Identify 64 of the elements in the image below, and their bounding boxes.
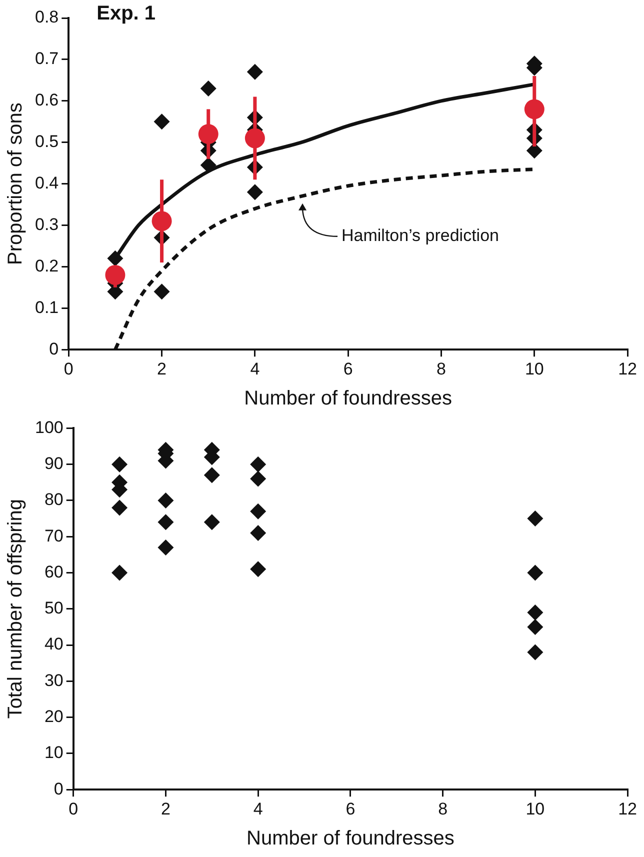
x-axis-title: Number of foundresses — [246, 828, 454, 850]
y-tick-label: 0.5 — [34, 132, 59, 152]
x-tick-label: 8 — [436, 359, 446, 378]
y-tick-label: 100 — [34, 418, 64, 437]
x-tick-label: 12 — [618, 799, 638, 818]
x-tick-label: 4 — [250, 359, 260, 378]
x-tick-label: 0 — [68, 799, 78, 818]
x-tick-label: 8 — [438, 799, 448, 818]
point — [158, 539, 174, 556]
annotation: Hamilton’s prediction — [342, 226, 499, 246]
point — [526, 142, 542, 159]
x-tick-label: 4 — [253, 799, 263, 818]
y-tick-label: 0.4 — [34, 173, 59, 192]
y-tick-label: 0.7 — [34, 49, 59, 68]
point — [154, 114, 170, 130]
y-tick-label: 80 — [44, 490, 64, 510]
point — [527, 644, 544, 660]
y-tick-label: 10 — [44, 743, 64, 762]
y-tick-label: 0.3 — [34, 214, 59, 234]
y-axis-title: Total number of offspring — [4, 499, 27, 719]
point — [250, 561, 266, 578]
point — [527, 564, 544, 581]
y-tick-label: 40 — [44, 634, 64, 654]
x-axis-title: Number of foundresses — [244, 388, 452, 410]
y-tick-label: 0.8 — [34, 8, 59, 27]
point — [112, 456, 128, 472]
point — [527, 604, 544, 621]
y-tick-label: 60 — [44, 562, 64, 582]
x-tick-label: 2 — [160, 799, 170, 818]
point — [527, 618, 544, 635]
point — [250, 456, 266, 472]
y-tick-label: 0 — [54, 779, 64, 798]
chart-title: Exp. 1 — [96, 2, 156, 25]
point — [250, 525, 266, 542]
point — [250, 470, 266, 487]
y-tick-label: 20 — [44, 707, 64, 726]
point — [204, 467, 220, 484]
y-tick-label: 50 — [44, 598, 64, 618]
y-tick-label: 0.2 — [34, 256, 59, 276]
point — [246, 184, 263, 200]
x-tick-label: 12 — [618, 359, 638, 378]
x-tick-label: 10 — [526, 799, 545, 818]
point — [250, 503, 266, 520]
x-tick-label: 6 — [346, 799, 356, 818]
point — [158, 514, 174, 530]
point — [200, 80, 216, 96]
point — [204, 514, 220, 530]
point — [107, 250, 124, 266]
point — [158, 492, 174, 508]
y-axis-title: Proportion of sons — [4, 102, 27, 265]
x-tick-label: 6 — [343, 359, 353, 378]
y-tick-label: 0 — [49, 339, 59, 358]
point — [246, 64, 263, 80]
point — [112, 564, 128, 581]
x-tick-label: 2 — [157, 359, 167, 378]
point — [527, 510, 544, 527]
x-tick-label: 10 — [524, 359, 544, 378]
y-tick-label: 0.6 — [34, 90, 59, 110]
y-tick-label: 90 — [44, 454, 64, 474]
y-tick-label: 70 — [44, 526, 64, 546]
y-tick-label: 0.1 — [34, 298, 59, 317]
y-tick-label: 30 — [44, 670, 64, 690]
point — [154, 284, 170, 300]
point — [112, 500, 128, 516]
